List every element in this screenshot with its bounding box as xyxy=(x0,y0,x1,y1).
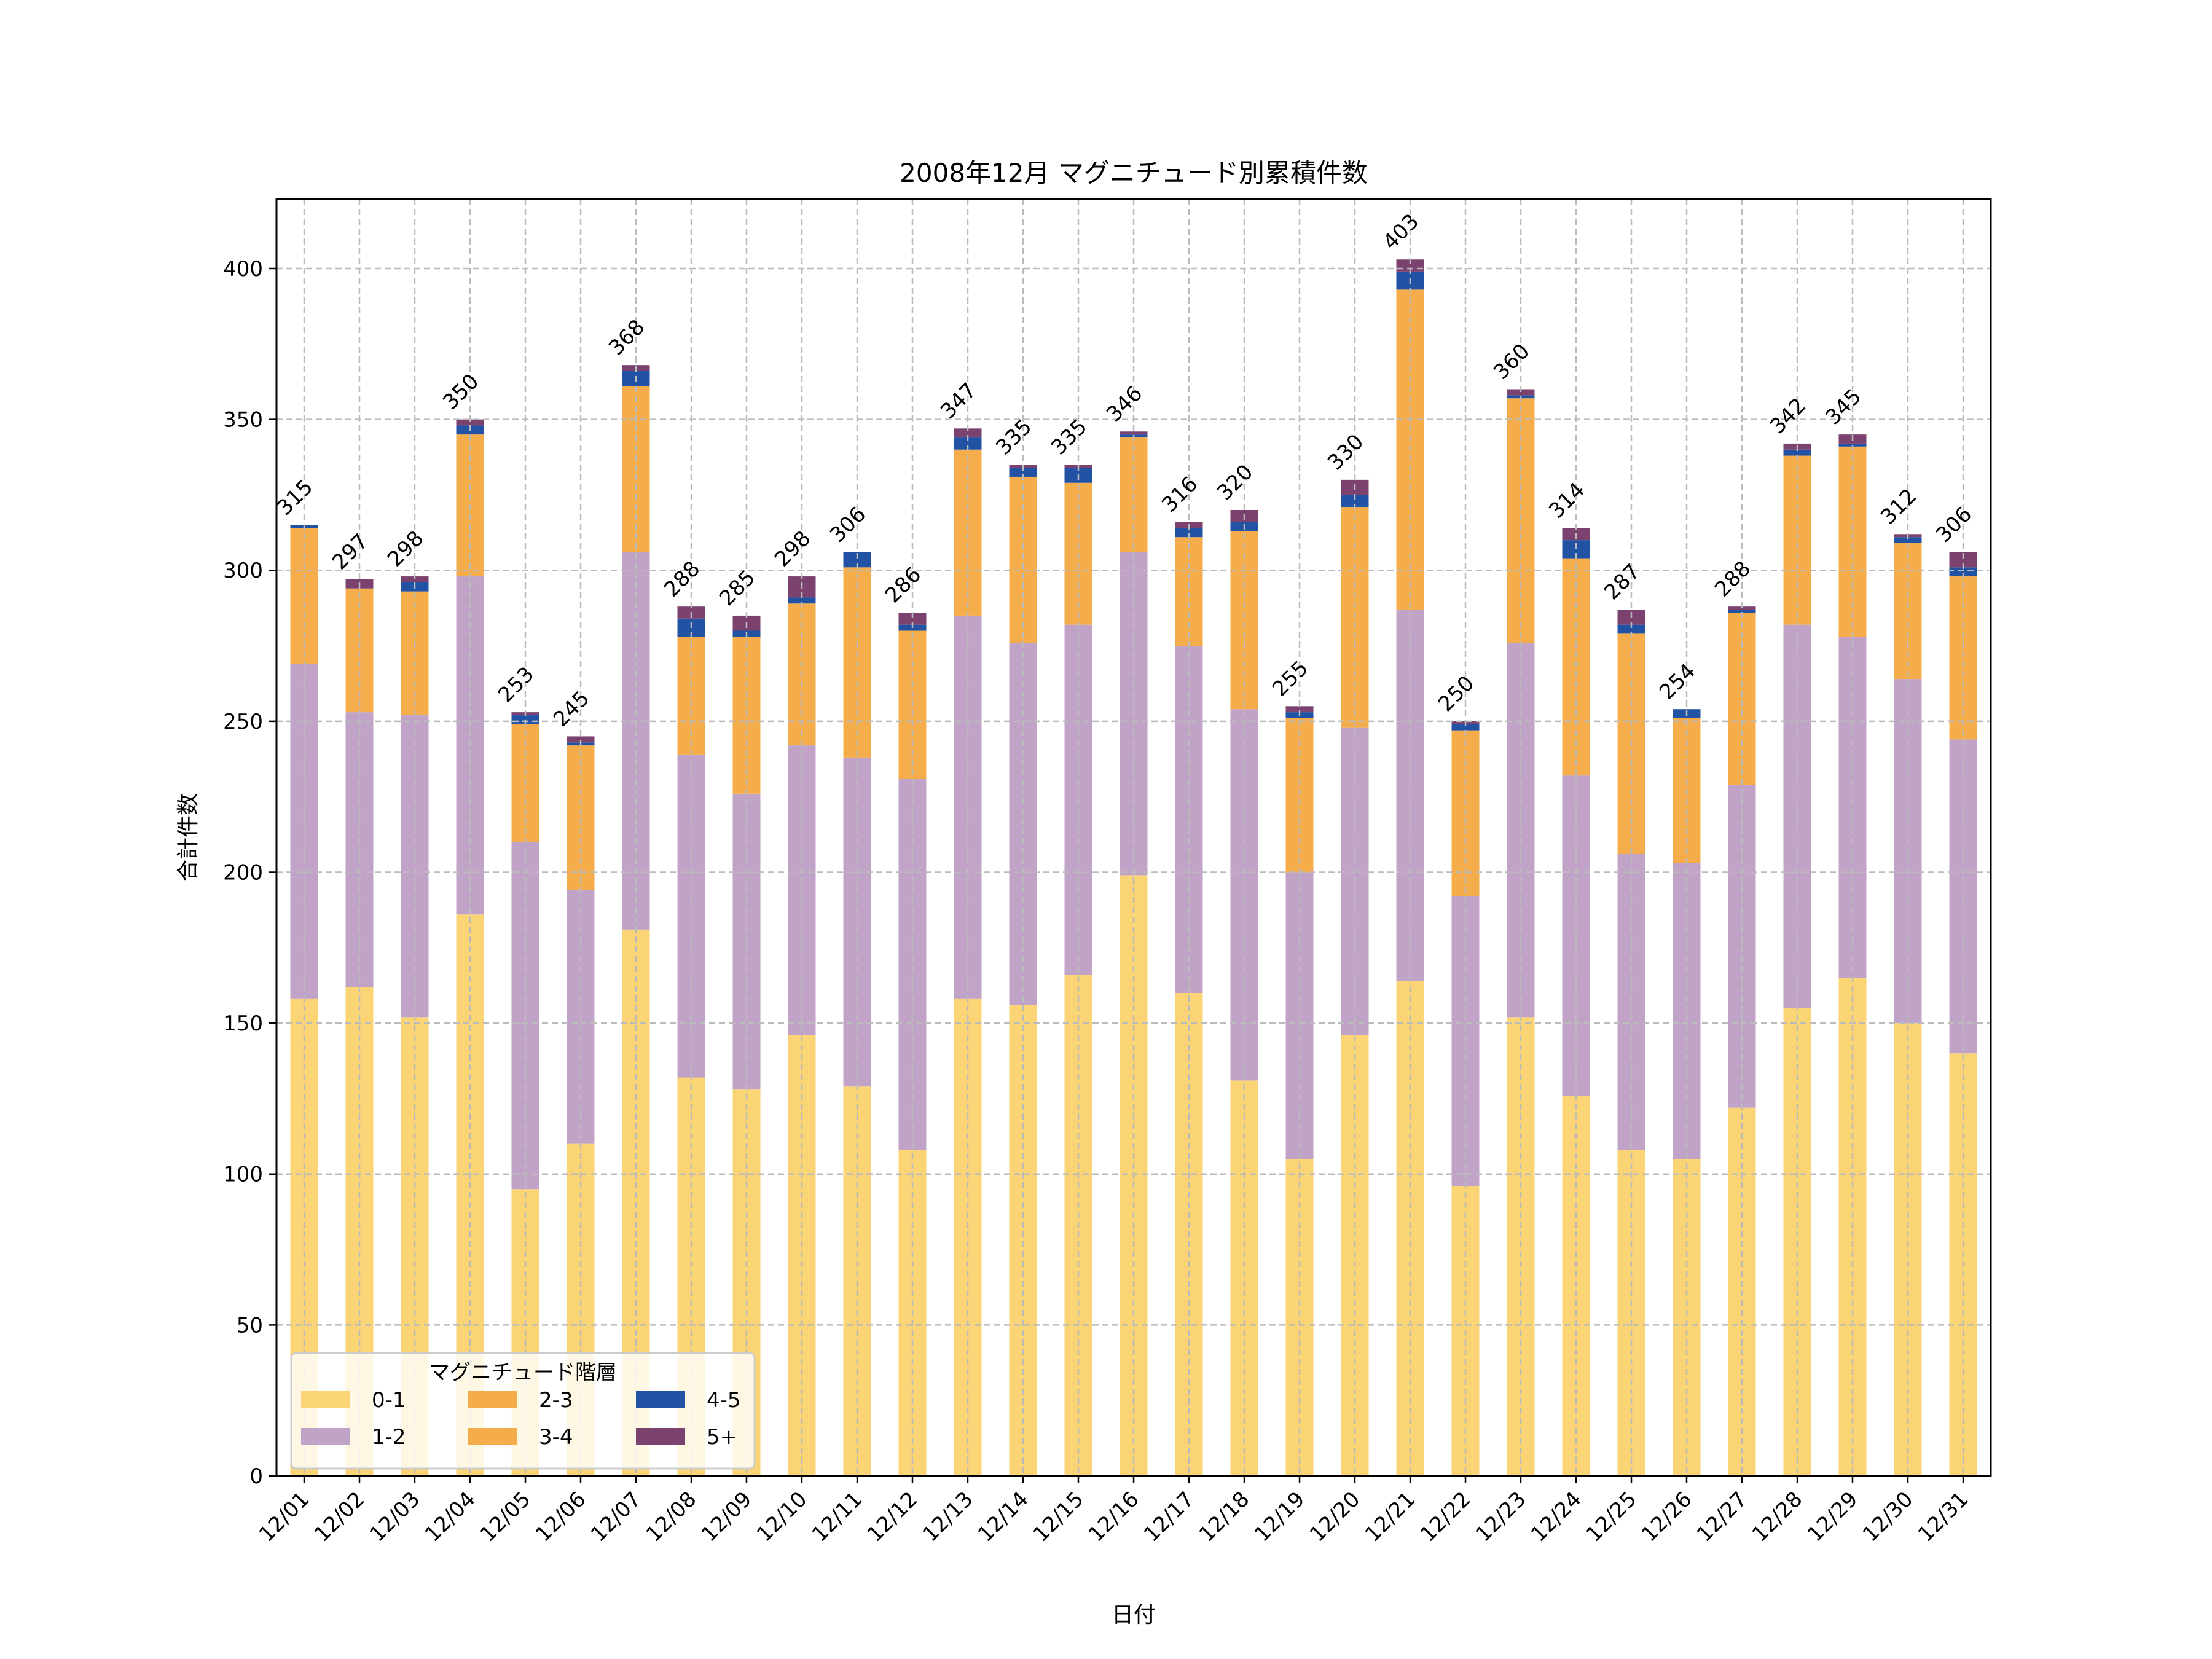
legend-label: 2-3 xyxy=(539,1388,573,1413)
bar-segment-5plus: 12/13 5+: 3 xyxy=(954,428,982,438)
bar-segment-5plus: 12/16 5+: 1 xyxy=(1120,431,1148,435)
bar-segment-4-5: 12/17 4-5: 3 xyxy=(1175,528,1203,538)
bar-segment-4-5: 12/28 4-5: 2 xyxy=(1783,449,1811,456)
legend-label: 0-1 xyxy=(372,1388,406,1413)
legend-item: 3-4 xyxy=(468,1425,573,1449)
bar-segment-1-2: 12/13 1-2: 127 xyxy=(954,615,982,999)
y-tick-label: 250 xyxy=(223,710,263,734)
bar-segment-4-5: 12/14 4-5: 3 xyxy=(1009,468,1037,477)
y-tick-label: 50 xyxy=(237,1313,263,1338)
x-axis-label: 日付 xyxy=(1112,1602,1156,1628)
bar-segment-2-3: 12/27 2-3: 57 xyxy=(1728,613,1756,785)
legend-swatch xyxy=(468,1391,517,1408)
y-tick-label: 300 xyxy=(223,559,263,583)
bar-segment-5plus: 12/19 5+: 2 xyxy=(1285,706,1314,713)
y-tick-label: 0 xyxy=(249,1464,263,1489)
y-axis-ticks: 0 50 100 150 200 250 300 350 400 xyxy=(223,257,276,1489)
legend-swatch xyxy=(636,1391,685,1408)
bar-segment-4-5: 12/25 4-5: 3 xyxy=(1617,624,1645,634)
bar-segment-2-3: 12/18 2-3: 59 xyxy=(1230,531,1258,710)
legend-item: 1-2 xyxy=(301,1425,406,1449)
legend-item: 5+ xyxy=(636,1425,737,1449)
bar-segment-1-2: 12/25 1-2: 98 xyxy=(1617,854,1645,1150)
legend-item: 4-5 xyxy=(636,1388,741,1413)
legend: マグニチュード階層 0-1 1-2 2-3 3-4 4-5 5+ xyxy=(290,1352,756,1470)
bar-segment-4-5: 12/13 4-5: 4 xyxy=(954,437,982,450)
y-tick-label: 150 xyxy=(223,1011,263,1036)
bar-segment-1-2: 12/28 1-2: 127 xyxy=(1783,624,1811,1008)
bar-segment-5plus: 12/06 5+: 2 xyxy=(567,736,595,743)
legend-item: 0-1 xyxy=(301,1388,406,1413)
legend-label: 5+ xyxy=(707,1425,737,1449)
legend-swatch xyxy=(636,1428,685,1445)
legend-items: 0-1 1-2 2-3 3-4 4-5 5+ xyxy=(301,1388,741,1449)
legend-swatch xyxy=(468,1428,517,1445)
y-tick-label: 200 xyxy=(223,860,263,885)
bar-segment-4-5: 12/30 4-5: 2 xyxy=(1894,537,1922,544)
y-tick-label: 350 xyxy=(223,408,263,433)
legend-swatch xyxy=(301,1428,350,1445)
y-tick-label: 100 xyxy=(223,1163,263,1187)
bar-segment-5plus: 12/12 5+: 4 xyxy=(898,613,927,625)
bar-segment-0-1: 12/14 0-1: 156 xyxy=(1009,1005,1037,1476)
bar-segment-0-1: 12/30 0-1: 150 xyxy=(1894,1023,1922,1476)
bar-segment-4-5: 12/20 4-5: 4 xyxy=(1341,495,1369,508)
y-axis-label: 合計件数 xyxy=(176,793,201,882)
bar-segment-4-5: 12/22 4-5: 2 xyxy=(1451,724,1480,731)
legend-item: 2-3 xyxy=(468,1388,573,1413)
bar-segment-2-3: 12/28 2-3: 56 xyxy=(1783,455,1811,625)
chart-title: 2008年12月 マグニチュード別累積件数 xyxy=(900,158,1368,188)
legend-title: マグニチュード階層 xyxy=(429,1360,617,1385)
grid xyxy=(276,199,1991,1476)
bar-segment-4-5: 12/10 4-5: 2 xyxy=(788,597,816,604)
bar-segment-4-5: 12/27 4-5: 1 xyxy=(1728,610,1756,613)
bar-segment-0-1: 12/18 0-1: 131 xyxy=(1230,1080,1258,1476)
bar-segment-5plus: 12/23 5+: 2 xyxy=(1507,389,1535,396)
legend-label: 3-4 xyxy=(539,1425,573,1449)
legend-label: 4-5 xyxy=(707,1388,741,1413)
legend-swatch xyxy=(301,1391,350,1408)
bar-segment-5plus: 12/03 5+: 2 xyxy=(401,576,429,582)
legend-label: 1-2 xyxy=(372,1425,406,1449)
bar-segment-5plus: 12/04 5+: 2 xyxy=(456,419,484,426)
y-tick-label: 400 xyxy=(223,257,263,281)
